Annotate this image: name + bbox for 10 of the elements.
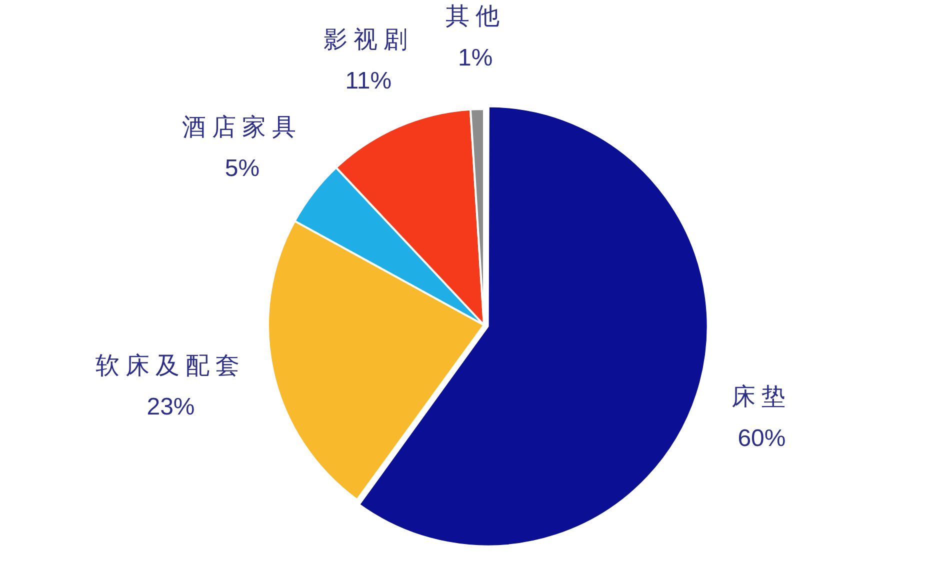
data-label: 11% [345, 68, 392, 95]
slice-label: 影视剧 [323, 27, 414, 54]
data-label: 1% [458, 44, 493, 72]
data-label: 60% [738, 424, 786, 452]
slice-label: 床垫 [732, 383, 792, 410]
slice-label: 其他 [445, 4, 506, 30]
data-label: 5% [224, 155, 260, 182]
data-label: 23% [146, 394, 195, 421]
slice-label: 酒店家具 [182, 114, 302, 141]
slice-label: 软床及配套 [96, 352, 246, 380]
